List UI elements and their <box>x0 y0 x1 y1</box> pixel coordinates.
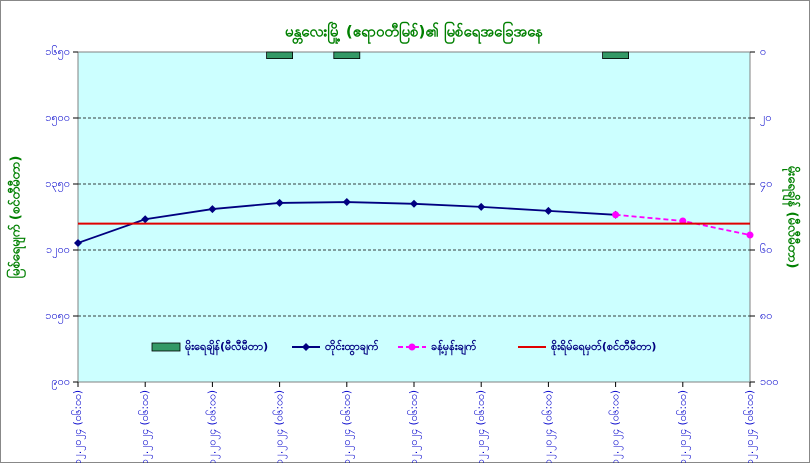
diamond-marker <box>544 206 553 215</box>
x-tick-label: ၁၄.၁၂.၂၀၂၄ (၀၆:၀၀) <box>474 390 489 463</box>
x-tick-label: ၁၅.၁၂.၂၀၂၄ (၀၆:၀၀) <box>541 390 556 463</box>
y2-tick-label: ၂၀ <box>760 111 772 126</box>
y-axis-label: မြစ်ရေမျက် (စင်တီမီတာ) <box>6 156 27 279</box>
y-tick-label: ၁၀၅၀ <box>45 309 70 324</box>
y2-tick-label: ၀ <box>760 45 766 58</box>
diamond-marker <box>74 238 82 247</box>
diamond-marker <box>477 202 486 211</box>
x-tick-label: ၁၆.၁၂.၂၀၂၄ (၀၆:၀၀) <box>609 390 624 463</box>
x-tick-label: ၁၁.၁၂.၂၀၂၄ (၀၆:၀၀) <box>273 390 288 463</box>
diamond-marker <box>275 198 284 207</box>
y2-tick-label: ၄၀ <box>760 177 772 192</box>
y-tick-label: ၁၆၅၀ <box>45 45 70 60</box>
y2-tick-label: ၆၀ <box>760 243 772 256</box>
y-tick-label: ၁၅၀၀ <box>45 111 70 126</box>
diamond-marker <box>342 198 351 207</box>
circle-marker <box>746 231 754 239</box>
diamond-marker <box>141 215 150 224</box>
legend-label: ခန့်မှန်းချက် <box>431 339 477 356</box>
y2-tick-label: ၈၀ <box>760 309 772 322</box>
rain-bar <box>333 51 361 59</box>
y2-axis-label: မိုးရေချိန် (မီလီမီတာ) <box>782 166 802 269</box>
y2-tick-label: ၁၀၀ <box>760 375 779 388</box>
diamond-marker <box>208 205 217 214</box>
x-tick-label: ၁၂.၁၂.၂၀၂၄ (၀၆:၀၀) <box>340 390 355 463</box>
x-tick-label: ၈.၁၂.၂၀၂၄ (၀၆:၀၀) <box>71 390 86 463</box>
legend-swatch <box>151 342 181 352</box>
legend-label: မိုးရေချိန်(မီလီမီတာ) <box>185 339 268 356</box>
y-tick-label: ၉၀၀ <box>51 375 70 390</box>
y-tick-label: ၁၃၅၀ <box>45 177 70 192</box>
x-tick-label: ၁၀.၁၂.၂၀၂၄ (၀၆:၀၀) <box>205 390 220 463</box>
rain-bar <box>266 51 294 59</box>
legend-label: စိုးရိမ်ရေမှတ်(စင်တီမီတာ) <box>551 339 656 356</box>
legend-marker <box>302 343 310 351</box>
plot-area <box>77 51 751 383</box>
circle-marker <box>612 211 620 219</box>
diamond-marker <box>410 199 418 208</box>
x-tick-label: ၁၈.၁၂.၂၀၂၄ (၀၆:၀၀) <box>743 390 758 463</box>
legend-marker <box>408 343 416 351</box>
legend-label: တိုင်းထွာချက် <box>325 339 379 356</box>
rain-bar <box>602 51 629 59</box>
x-tick-label: ၁၇.၁၂.၂၀၂၄ (၀၆:၀၀) <box>676 390 691 463</box>
y-tick-label: ၁၂၀၀ <box>46 243 70 258</box>
x-tick-label: ၁၃.၁၂.၂၀၂၄ (၀၆:၀၀) <box>407 390 422 463</box>
x-tick-label: ၉.၁၂.၂၀၂၄ (၀၆:၀၀) <box>138 390 153 463</box>
